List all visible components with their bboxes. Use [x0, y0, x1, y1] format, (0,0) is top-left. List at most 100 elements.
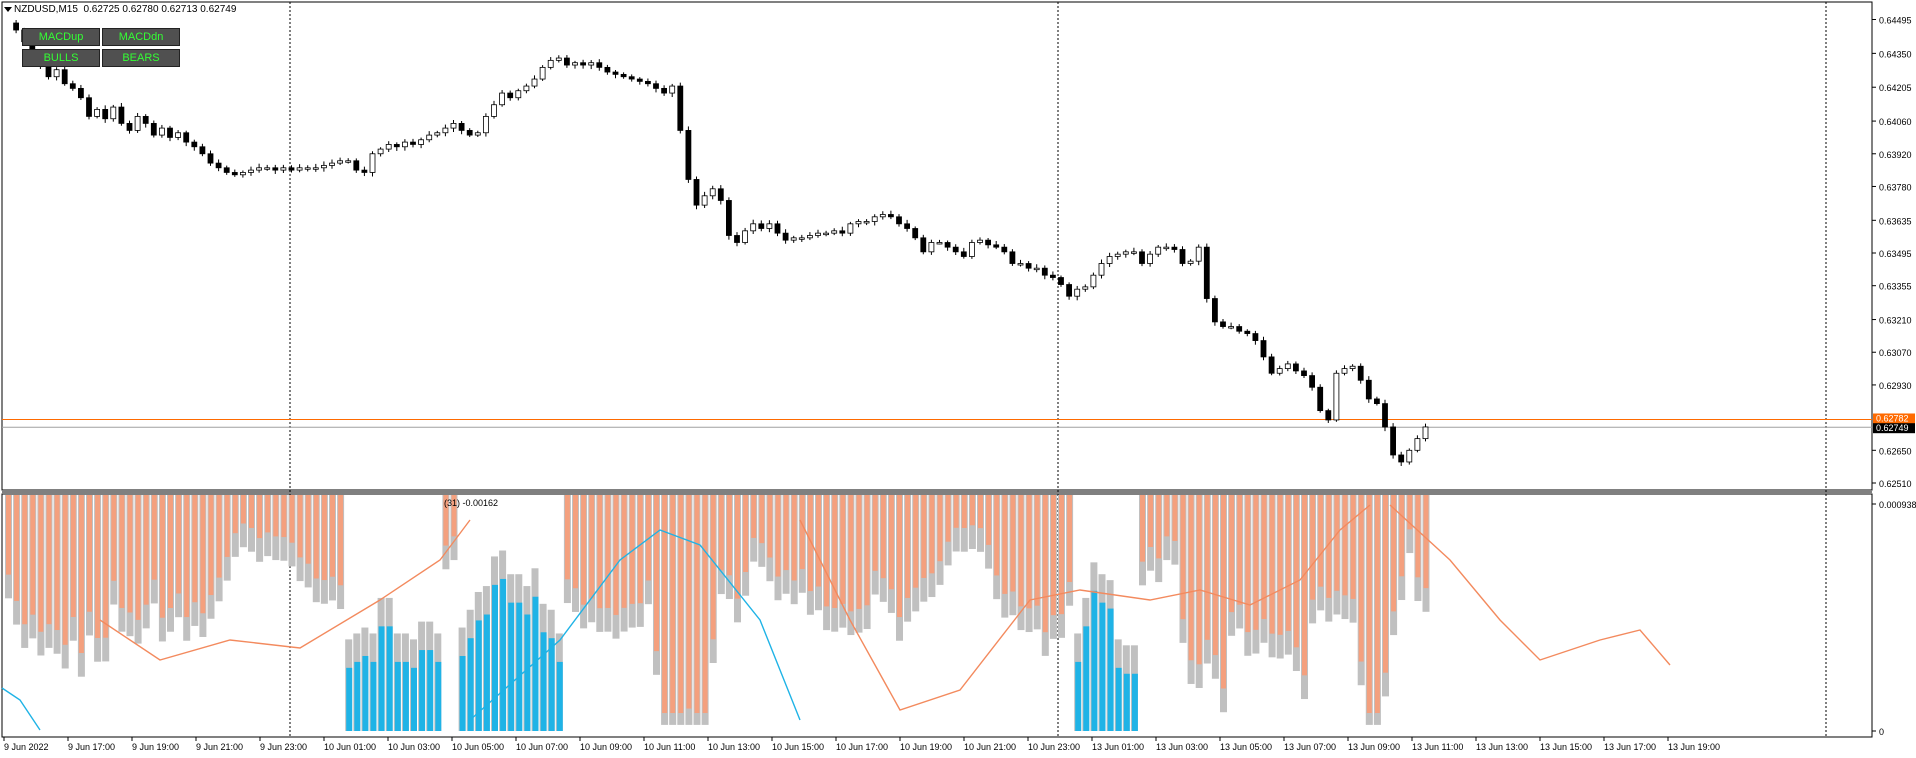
candle-body	[345, 160, 352, 163]
bear-bar	[986, 495, 992, 545]
candle-body	[134, 116, 141, 131]
candle-body	[1001, 246, 1008, 253]
time-label-3: 9 Jun 21:00	[196, 742, 243, 752]
bear-bar	[832, 495, 838, 608]
ask-label: 0.62782	[1876, 413, 1909, 423]
candle-body	[685, 130, 692, 180]
bear-bar	[1277, 495, 1283, 635]
bear-bar	[783, 495, 789, 571]
candle-body	[1220, 321, 1226, 327]
candle-body	[1252, 333, 1259, 341]
candle-body	[1317, 386, 1324, 412]
price-label-5: 0.63780	[1879, 182, 1912, 192]
candle-body	[401, 141, 408, 148]
candle-body	[604, 66, 611, 73]
bear-bar	[1293, 495, 1299, 648]
candle-body	[450, 123, 457, 129]
bear-bar	[87, 495, 92, 612]
bear-bar	[629, 495, 635, 604]
bull-bar	[492, 584, 498, 731]
candle-body	[847, 223, 854, 234]
candle-body	[1114, 253, 1121, 257]
candle-body	[296, 167, 303, 171]
bear-bar	[208, 495, 214, 596]
macd-down-button[interactable]: MACDdn	[102, 28, 180, 46]
bull-bar	[1107, 608, 1114, 731]
candle-body	[645, 80, 651, 85]
bear-bar	[978, 495, 983, 529]
bear-bar	[969, 495, 975, 526]
candle-body	[118, 106, 125, 124]
candle-body	[993, 244, 1000, 248]
bear-bar	[176, 495, 182, 594]
bear-bar	[273, 495, 279, 537]
candle-body	[1349, 365, 1356, 369]
candle-body	[977, 239, 983, 243]
bear-bar	[443, 495, 449, 546]
bear-bar	[95, 495, 101, 639]
bear-bar	[1285, 495, 1291, 631]
candle-body	[555, 57, 562, 61]
bear-bar	[330, 495, 335, 577]
chart-menu-arrow-icon[interactable]	[4, 7, 12, 12]
bear-bar	[573, 495, 578, 589]
bear-bar	[1034, 495, 1040, 606]
bear-bar	[338, 495, 344, 586]
bull-bar	[1091, 590, 1098, 731]
candle-body	[766, 223, 773, 229]
candle-body	[742, 230, 748, 243]
bear-bar	[670, 495, 676, 714]
candle-body	[782, 232, 789, 241]
bear-bar	[62, 495, 68, 645]
candle-body	[426, 134, 433, 141]
candle-body	[1365, 379, 1372, 400]
candle-body	[102, 109, 109, 120]
candle-body	[1106, 256, 1113, 264]
macd-up-button[interactable]: MACDup	[22, 28, 100, 46]
candle-body	[750, 223, 757, 232]
bear-bar	[816, 495, 821, 587]
candle-body	[1082, 286, 1089, 290]
time-label-7: 10 Jun 05:00	[452, 742, 504, 752]
bear-bar	[78, 495, 84, 654]
candle-body	[231, 172, 238, 176]
time-label-21: 13 Jun 09:00	[1348, 742, 1400, 752]
candle-body	[434, 132, 441, 136]
candle-body	[1309, 375, 1315, 388]
bull-bar	[524, 614, 531, 731]
candle-body	[207, 153, 214, 164]
bull-bar	[1099, 602, 1106, 731]
bear-bar	[662, 495, 668, 714]
candle-body	[1341, 368, 1348, 374]
candle-body	[353, 160, 360, 171]
bear-bar	[200, 495, 206, 614]
candle-body	[1131, 251, 1137, 254]
candle-body	[596, 62, 603, 68]
candle-body	[86, 97, 92, 117]
candle-body	[215, 162, 222, 169]
candle-body	[126, 123, 133, 131]
bull-bar	[394, 661, 401, 731]
candle-body	[1333, 372, 1340, 421]
bull-bar	[467, 638, 474, 731]
bear-bar	[759, 495, 765, 544]
candle-body	[1090, 274, 1097, 288]
bull-bar	[556, 661, 563, 731]
bull-bar	[500, 578, 507, 731]
bears-button[interactable]: BEARS	[102, 49, 180, 67]
bull-bar	[402, 661, 409, 731]
candle-body	[256, 167, 263, 171]
bear-bar	[119, 495, 125, 608]
bull-bar	[508, 602, 515, 731]
candle-body	[677, 85, 684, 131]
price-label-1: 0.64350	[1879, 49, 1912, 59]
histogram-layer	[1, 495, 1671, 731]
bear-bar	[564, 495, 570, 580]
bulls-button[interactable]: BULLS	[22, 49, 100, 67]
time-label-20: 13 Jun 07:00	[1284, 742, 1336, 752]
bull-bar	[419, 650, 426, 731]
bear-bar	[1148, 495, 1154, 547]
bull-bar	[459, 655, 466, 731]
candle-body	[280, 167, 287, 171]
price-label-8: 0.63355	[1879, 282, 1912, 292]
